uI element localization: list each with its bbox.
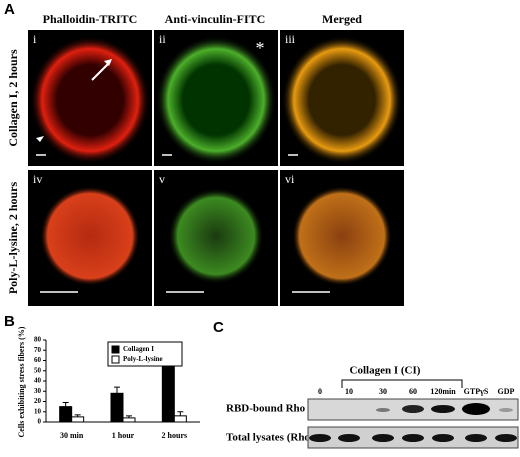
- lane-label: GDP: [498, 387, 515, 396]
- x-tick-label: 1 hour: [112, 431, 135, 440]
- column-header: Phalloidin-TRITC: [43, 12, 138, 26]
- error-bar: [74, 414, 81, 417]
- y-tick-label: 20: [34, 397, 42, 405]
- legend-swatch: [111, 355, 120, 364]
- blot-label: Total lysates (Rho): [226, 432, 314, 444]
- panel-label: B: [4, 313, 15, 330]
- cell: [168, 188, 264, 284]
- band: [462, 403, 490, 415]
- image-label: v: [159, 172, 165, 186]
- bar: [173, 415, 187, 423]
- y-tick-label: 30: [34, 387, 42, 395]
- legend-swatch: [111, 345, 120, 354]
- lane-label: 10: [345, 387, 353, 396]
- lane-label: GTPγS: [464, 387, 489, 396]
- band: [309, 434, 331, 442]
- cell: [292, 186, 392, 286]
- panel-label: A: [4, 1, 15, 18]
- x-tick-label: 2 hours: [162, 431, 188, 440]
- image-label: i: [33, 32, 37, 46]
- micrographs: * i ii iii iv v vi: [28, 30, 404, 306]
- cell: [156, 36, 276, 164]
- group-label: Collagen I (CI): [350, 365, 421, 377]
- bracket: [341, 379, 463, 388]
- error-bar: [177, 411, 184, 416]
- error-bar: [114, 386, 120, 394]
- band: [402, 434, 424, 442]
- error-bar: [126, 415, 132, 418]
- cell: [40, 186, 140, 286]
- legend-label: Poly-L-lysine: [123, 355, 163, 363]
- image-label: vi: [285, 172, 295, 186]
- y-tick-label: 10: [34, 407, 42, 415]
- image-label: iii: [285, 32, 296, 46]
- band: [376, 408, 390, 412]
- bar: [71, 416, 85, 423]
- bar: [110, 392, 124, 423]
- band: [402, 405, 424, 413]
- legend-box: [107, 341, 183, 367]
- bar: [59, 406, 73, 423]
- lane-label: 120min: [430, 387, 456, 396]
- band: [431, 405, 455, 413]
- legend-label: Collagen I: [123, 345, 154, 353]
- y-tick-label: 60: [34, 356, 42, 364]
- x-tick-label: 30 min: [60, 431, 84, 440]
- image-label: iv: [33, 172, 42, 186]
- arrow: [91, 61, 111, 81]
- lane-label: 0: [318, 387, 322, 396]
- band: [432, 434, 454, 442]
- image-label: ii: [159, 32, 166, 46]
- arrowhead: [104, 59, 112, 66]
- y-tick-label: 0: [38, 418, 42, 426]
- row-label: Poly-L-lysine, 2 hours: [6, 182, 20, 295]
- column-header: Merged: [322, 12, 362, 26]
- y-tick-label: 40: [34, 377, 42, 385]
- band: [338, 434, 360, 442]
- band: [499, 408, 513, 412]
- cell: [282, 36, 402, 164]
- lane-label: 60: [409, 387, 417, 396]
- blot: [307, 398, 519, 449]
- asterisk: *: [256, 38, 265, 58]
- column-header: Anti-vinculin-FITC: [165, 12, 266, 26]
- lane-label: 30: [379, 387, 387, 396]
- row-label: Collagen I, 2 hours: [6, 49, 20, 147]
- cell: [30, 36, 150, 164]
- panel-label: C: [213, 319, 224, 336]
- bar: [122, 417, 136, 423]
- y-tick-label: 70: [34, 346, 42, 354]
- scale-bars: [36, 154, 330, 293]
- band: [495, 434, 517, 442]
- y-axis-label: Cells exhibiting stress fibers (%): [17, 326, 26, 437]
- arrowhead: [36, 136, 44, 142]
- y-tick-label: 50: [34, 366, 42, 374]
- error-bar: [62, 402, 69, 407]
- y-tick-label: 80: [34, 336, 42, 344]
- band: [372, 434, 394, 442]
- blot-label: RBD-bound Rho: [226, 403, 306, 415]
- band: [465, 434, 487, 442]
